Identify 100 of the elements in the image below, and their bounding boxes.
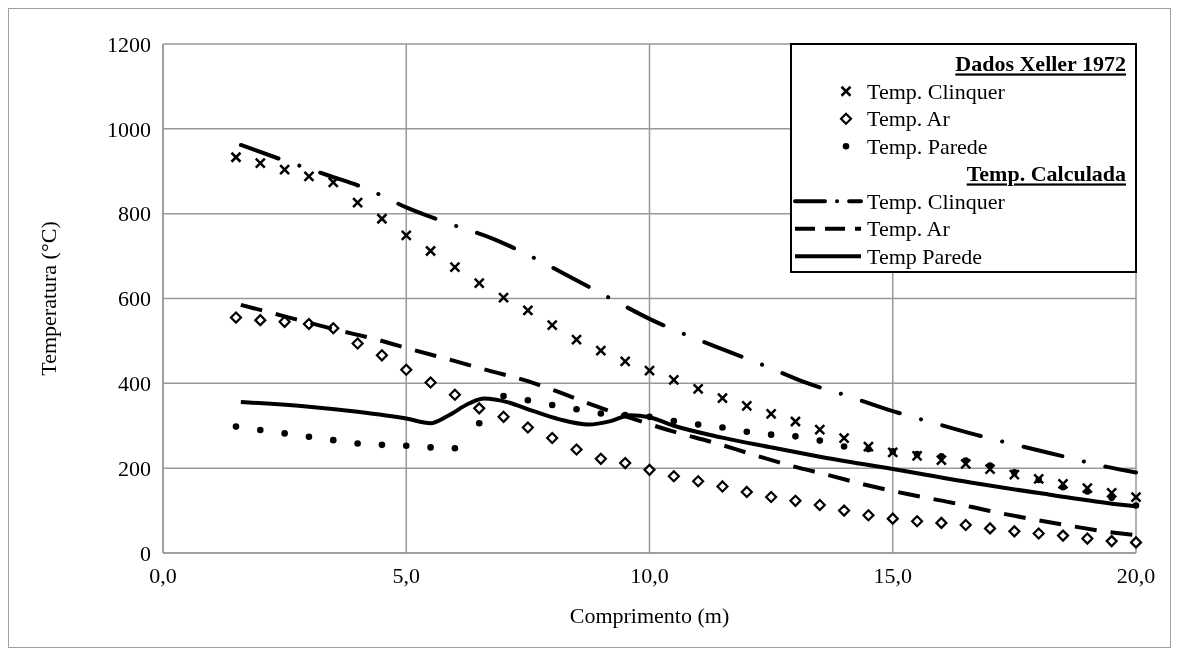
point (938, 452, 945, 460)
point (1084, 488, 1091, 495)
point (594, 452, 607, 465)
legend-label: Temp. Ar (867, 216, 951, 242)
point (911, 450, 923, 462)
point (424, 245, 437, 257)
y-tick-label: 800 (118, 201, 151, 227)
point (573, 405, 580, 413)
point (813, 498, 826, 512)
point (619, 355, 631, 368)
point (959, 458, 972, 470)
point (840, 443, 848, 450)
point (889, 447, 897, 455)
point (668, 374, 680, 386)
point (473, 277, 485, 289)
point (740, 485, 753, 499)
point (865, 445, 872, 453)
point (935, 454, 948, 466)
point (451, 444, 459, 452)
point (983, 522, 997, 535)
point (351, 196, 364, 209)
point (278, 163, 291, 176)
point (767, 431, 775, 438)
point (400, 363, 413, 376)
legend-label: Temp. Clinquer (867, 78, 1006, 104)
point (862, 509, 875, 522)
point (1008, 468, 1021, 481)
legend-label: Temp Parede (867, 243, 983, 269)
point (959, 518, 972, 532)
point (402, 442, 410, 449)
point (230, 151, 242, 163)
point (448, 388, 461, 401)
y-tick-label: 1000 (107, 116, 151, 142)
point (229, 311, 243, 324)
point (522, 304, 534, 317)
point (500, 392, 507, 400)
point (427, 444, 434, 451)
point (741, 400, 753, 412)
point (643, 463, 656, 476)
point (524, 397, 532, 404)
point (449, 261, 461, 273)
y-tick-label: 400 (118, 371, 151, 397)
point (814, 423, 826, 436)
annotation: Temp. Calculada (966, 161, 1126, 187)
point (232, 423, 240, 430)
legend-label: Temp. Clinquer (867, 188, 1006, 214)
point (1129, 536, 1143, 549)
point (354, 440, 361, 447)
point (254, 157, 267, 169)
point (329, 436, 337, 444)
legend-label: Temp. Ar (867, 106, 951, 132)
point (546, 319, 558, 331)
point (521, 421, 534, 434)
point (424, 376, 437, 389)
point (497, 291, 510, 304)
point (1008, 525, 1021, 538)
point (1056, 529, 1070, 542)
point (716, 392, 729, 404)
point (862, 440, 875, 453)
point (351, 337, 364, 350)
point (1081, 482, 1094, 494)
point (475, 419, 483, 427)
point (1011, 469, 1018, 476)
x-tick-label: 10,0 (630, 563, 669, 588)
point (1108, 494, 1115, 502)
point (838, 504, 851, 517)
point (838, 432, 850, 444)
y-axis-title: Temperatura (°C) (36, 221, 61, 376)
point (984, 463, 996, 475)
point (910, 515, 924, 528)
y-tick-label: 0 (140, 540, 151, 566)
point (913, 450, 921, 458)
point (935, 516, 948, 529)
point (473, 402, 486, 415)
point (789, 415, 802, 428)
y-tick-label: 600 (118, 286, 151, 312)
point (376, 213, 388, 225)
point (643, 364, 656, 377)
point (281, 430, 288, 437)
point (692, 475, 705, 488)
point (789, 494, 802, 507)
x-tick-label: 5,0 (392, 563, 420, 588)
point (667, 470, 680, 483)
point (719, 424, 726, 431)
point (1032, 527, 1045, 540)
y-tick-label: 200 (118, 455, 151, 481)
point (619, 456, 632, 470)
point (743, 428, 751, 435)
point (597, 410, 605, 417)
point (378, 441, 386, 449)
point (816, 437, 824, 444)
point (497, 410, 510, 423)
point (595, 344, 607, 357)
legend-title: Dados Xeller 1972 (955, 51, 1126, 77)
x-tick-label: 20,0 (1116, 563, 1156, 588)
point (1081, 532, 1094, 545)
point (254, 314, 267, 327)
point (1105, 535, 1118, 548)
x-tick-label: 15,0 (873, 563, 912, 588)
point (546, 431, 559, 445)
